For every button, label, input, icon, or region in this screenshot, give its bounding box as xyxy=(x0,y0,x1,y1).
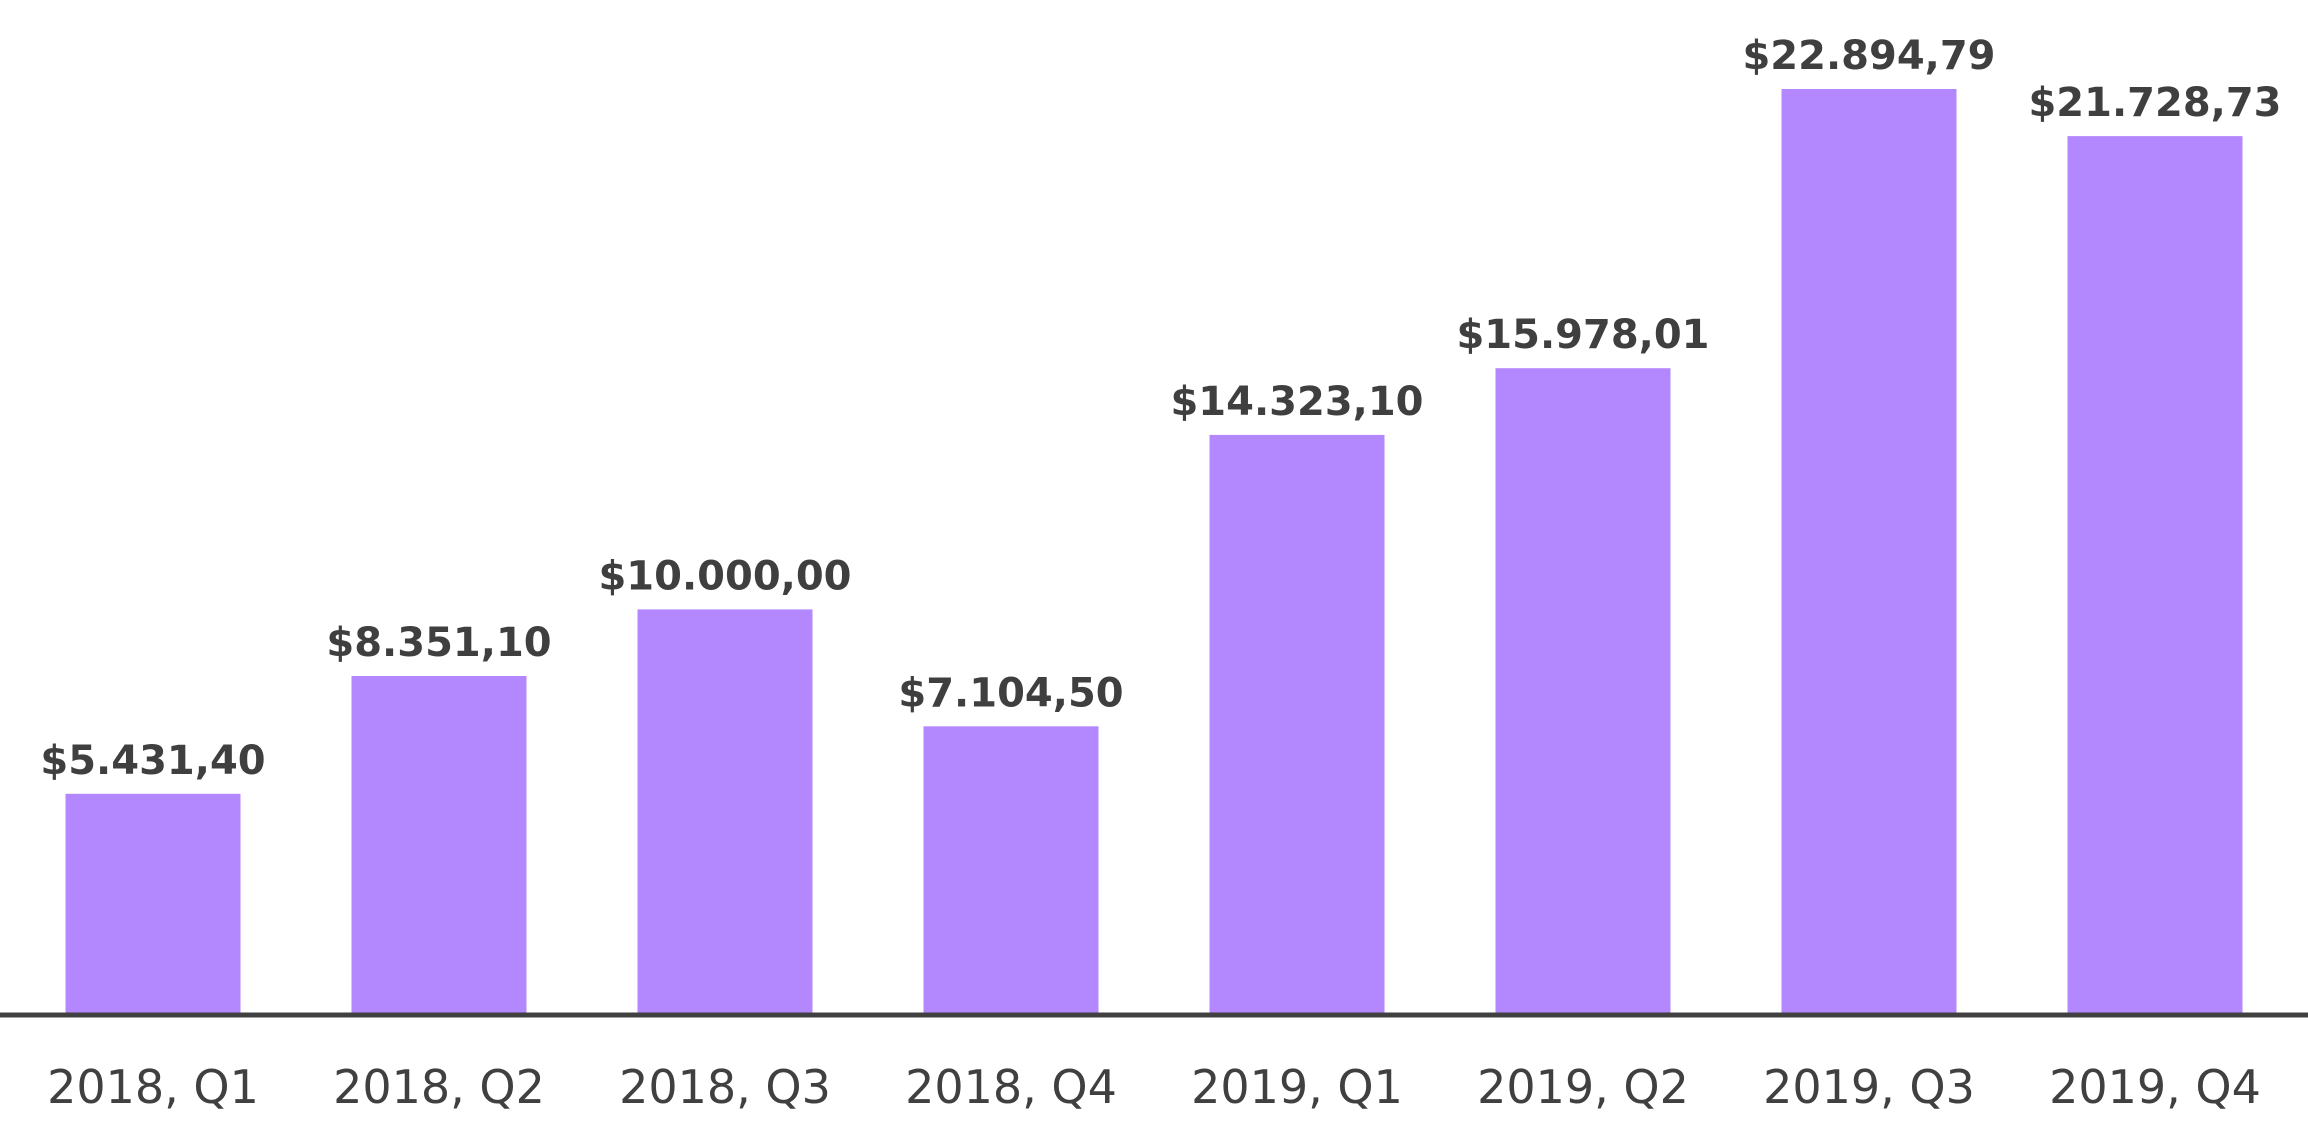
bar-5 xyxy=(1496,368,1671,1013)
value-label-0: $5.431,40 xyxy=(40,738,265,784)
x-tick-label-4: 2019, Q1 xyxy=(1191,1060,1403,1114)
x-tick-label-5: 2019, Q2 xyxy=(1477,1060,1689,1114)
x-tick-label-6: 2019, Q3 xyxy=(1763,1060,1975,1114)
bar-4 xyxy=(1210,435,1385,1013)
value-label-5: $15.978,01 xyxy=(1456,312,1709,358)
value-label-3: $7.104,50 xyxy=(898,670,1123,716)
bar-7 xyxy=(2068,136,2243,1013)
bar-3 xyxy=(924,726,1099,1013)
bar-2 xyxy=(638,609,813,1013)
x-tick-label-2: 2018, Q3 xyxy=(619,1060,831,1114)
x-tick-label-1: 2018, Q2 xyxy=(333,1060,545,1114)
bar-1 xyxy=(352,676,527,1013)
x-tick-label-0: 2018, Q1 xyxy=(47,1060,259,1114)
bar-0 xyxy=(66,794,241,1013)
x-tick-label-3: 2018, Q4 xyxy=(905,1060,1117,1114)
x-tick-label-7: 2019, Q4 xyxy=(2049,1060,2261,1114)
value-label-4: $14.323,10 xyxy=(1170,379,1423,425)
value-label-6: $22.894,79 xyxy=(1742,33,1995,79)
value-label-7: $21.728,73 xyxy=(2028,80,2281,126)
bar-6 xyxy=(1782,89,1957,1013)
value-label-1: $8.351,10 xyxy=(326,620,551,666)
bars xyxy=(66,89,2243,1013)
value-label-2: $10.000,00 xyxy=(598,553,851,599)
x-axis-tick-labels: 2018, Q1 2018, Q2 2018, Q3 2018, Q4 2019, Q1… xyxy=(47,1060,2261,1114)
